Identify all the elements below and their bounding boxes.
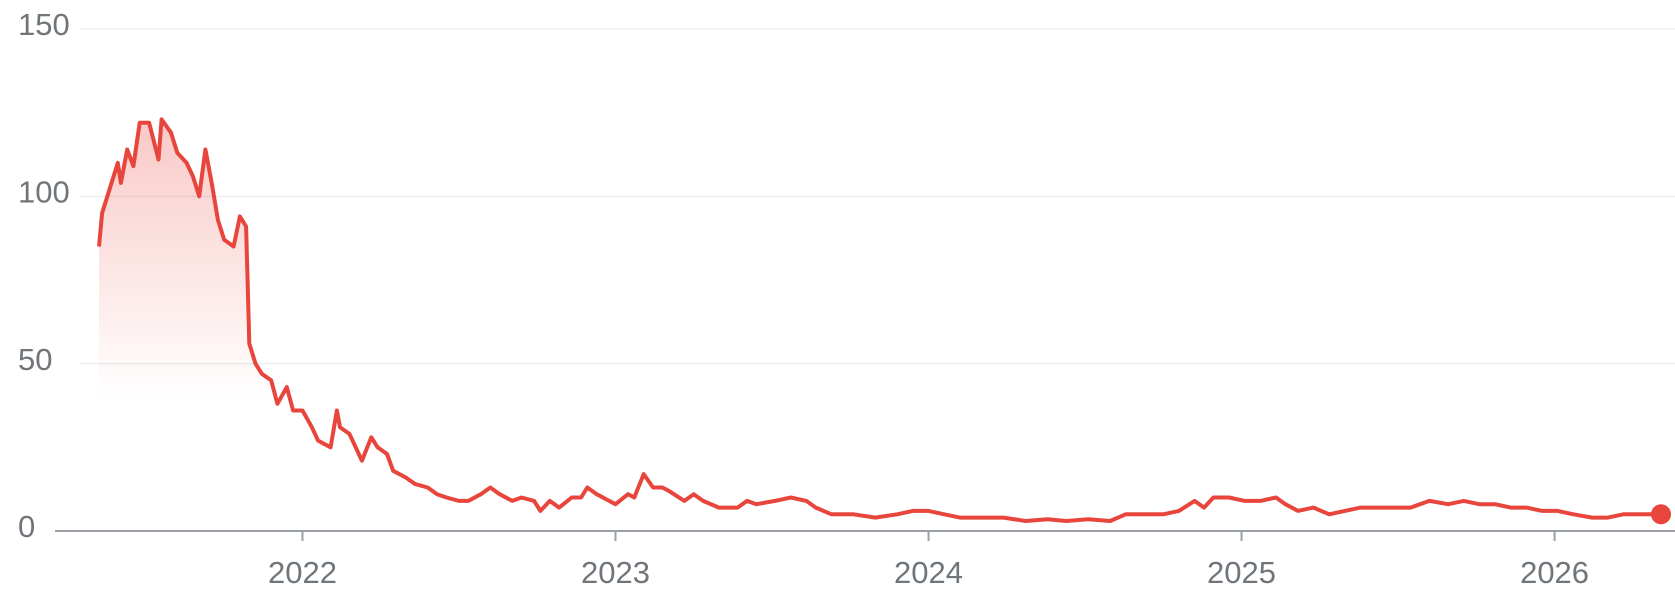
y-tick-label: 100 — [18, 175, 70, 210]
y-tick-label: 150 — [18, 7, 70, 42]
line — [97, 117, 1661, 523]
y-tick-label: 0 — [18, 509, 35, 544]
x-tick-label: 2024 — [894, 555, 963, 590]
x-tick-label: 2022 — [268, 555, 337, 590]
y-tick-label: 50 — [18, 342, 52, 377]
x-tick-label: 2023 — [581, 555, 650, 590]
x-tick-label: 2026 — [1520, 555, 1589, 590]
x-tick-label: 2025 — [1207, 555, 1276, 590]
area — [99, 119, 1661, 532]
end-point — [1651, 504, 1671, 525]
